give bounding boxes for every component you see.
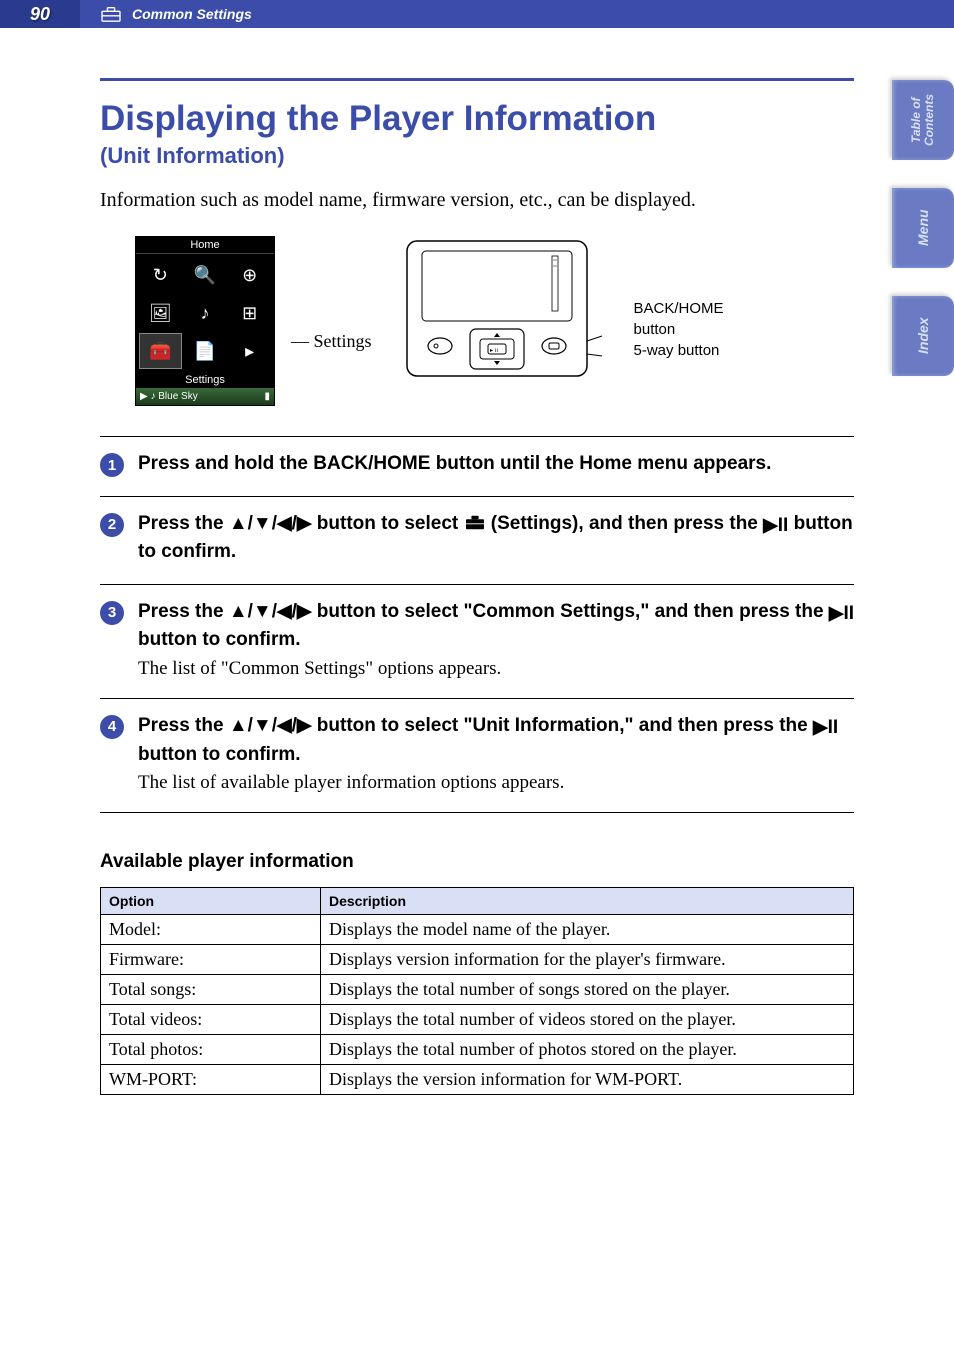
step: 4 Press the ▲/▼/◀/▶ button to select "Uni…	[100, 698, 854, 813]
sc-icon-shuffle: ↻	[139, 257, 182, 293]
table-cell: Total videos:	[101, 1005, 321, 1035]
info-table: OptionDescription Model:Displays the mod…	[100, 887, 854, 1095]
step-title: Press and hold the BACK/HOME button unti…	[138, 451, 854, 478]
tab-toc[interactable]: Table of Contents	[892, 80, 954, 160]
back-home-label: BACK/HOMEbutton	[634, 298, 724, 340]
table-col-header: Description	[321, 888, 854, 915]
step-title: Press the ▲/▼/◀/▶ button to select "Unit…	[138, 713, 854, 768]
five-way-label: 5-way button	[634, 340, 724, 361]
step-number: 2	[100, 513, 124, 537]
intro-text: Information such as model name, firmware…	[100, 189, 854, 212]
table-cell: WM-PORT:	[101, 1065, 321, 1095]
player-screenshot: Home ↻ 🔍 ⊕ 🖼 ♪ ⊞ 🧰 📄 ▸ Settings ▶ ♪ Blue…	[135, 236, 275, 406]
table-row: Model:Displays the model name of the pla…	[101, 915, 854, 945]
step-number: 4	[100, 715, 124, 739]
step-body: Press the ▲/▼/◀/▶ button to select "Comm…	[138, 599, 854, 680]
sc-battery-icon: ▮	[264, 391, 270, 402]
step-body: Press the ▲/▼/◀/▶ button to select (Sett…	[138, 511, 854, 566]
settings-pointer-text: Settings	[314, 331, 372, 351]
sc-icon-video: ⊞	[228, 295, 271, 331]
table-cell: Displays the version information for WM-…	[321, 1065, 854, 1095]
table-cell: Displays the total number of videos stor…	[321, 1005, 854, 1035]
table-row: Firmware:Displays version information fo…	[101, 945, 854, 975]
page-subtitle: (Unit Information)	[100, 143, 854, 169]
table-cell: Model:	[101, 915, 321, 945]
table-row: WM-PORT:Displays the version information…	[101, 1065, 854, 1095]
table-col-header: Option	[101, 888, 321, 915]
sc-settings-label: Settings	[136, 372, 274, 388]
sc-icon-photo: 🖼	[139, 295, 182, 331]
sc-icon-search: 🔍	[184, 257, 227, 293]
page-title: Displaying the Player Information	[100, 99, 854, 139]
svg-text:▸ ıı: ▸ ıı	[490, 348, 498, 354]
table-cell: Displays the total number of photos stor…	[321, 1035, 854, 1065]
sc-icon-list: 📄	[184, 333, 227, 369]
sc-icon-music: ♪	[184, 295, 227, 331]
step: 2 Press the ▲/▼/◀/▶ button to select (Set…	[100, 496, 854, 584]
step-number: 3	[100, 601, 124, 625]
step: 3 Press the ▲/▼/◀/▶ button to select "Com…	[100, 584, 854, 698]
step-number: 1	[100, 453, 124, 477]
sc-icon-clock: ⊕	[228, 257, 271, 293]
table-row: Total videos:Displays the total number o…	[101, 1005, 854, 1035]
device-illustration: ▸ ıı	[392, 236, 622, 381]
device-labels: BACK/HOMEbutton 5-way button	[634, 298, 724, 361]
sc-now-playing: ▶ ♪ Blue Sky ▮	[136, 388, 274, 405]
table-cell: Displays the model name of the player.	[321, 915, 854, 945]
sc-icon-nowplaying: ▸	[228, 333, 271, 369]
table-cell: Displays the total number of songs store…	[321, 975, 854, 1005]
tab-menu[interactable]: Menu	[892, 188, 954, 268]
table-cell: Displays version information for the pla…	[321, 945, 854, 975]
sc-grid: ↻ 🔍 ⊕ 🖼 ♪ ⊞ 🧰 📄 ▸	[136, 254, 274, 372]
table-header-row: OptionDescription	[101, 888, 854, 915]
step-desc: The list of available player information…	[138, 772, 854, 794]
diagram-row: Home ↻ 🔍 ⊕ 🖼 ♪ ⊞ 🧰 📄 ▸ Settings ▶ ♪ Blue…	[100, 236, 854, 406]
table-row: Total songs:Displays the total number of…	[101, 975, 854, 1005]
page-header: 90 Common Settings	[0, 0, 954, 28]
table-cell: Firmware:	[101, 945, 321, 975]
table-body: Model:Displays the model name of the pla…	[101, 915, 854, 1095]
table-cell: Total songs:	[101, 975, 321, 1005]
sc-icon-settings: 🧰	[139, 333, 182, 369]
page-number: 90	[0, 0, 80, 28]
page-content: Displaying the Player Information (Unit …	[0, 28, 954, 1135]
toolbox-icon	[100, 5, 122, 23]
settings-pointer: — Settings	[291, 331, 372, 352]
side-tabs: Table of Contents Menu Index	[892, 80, 954, 404]
step-desc: The list of "Common Settings" options ap…	[138, 658, 854, 680]
step: 1 Press and hold the BACK/HOME button unt…	[100, 436, 854, 496]
title-rule	[100, 78, 854, 81]
step-body: Press and hold the BACK/HOME button unti…	[138, 451, 854, 478]
step-title: Press the ▲/▼/◀/▶ button to select (Sett…	[138, 511, 854, 566]
table-row: Total photos:Displays the total number o…	[101, 1035, 854, 1065]
table-cell: Total photos:	[101, 1035, 321, 1065]
step-body: Press the ▲/▼/◀/▶ button to select "Unit…	[138, 713, 854, 794]
tab-index[interactable]: Index	[892, 296, 954, 376]
steps-list: 1 Press and hold the BACK/HOME button unt…	[100, 436, 854, 813]
section-name: Common Settings	[132, 6, 252, 22]
step-title: Press the ▲/▼/◀/▶ button to select "Comm…	[138, 599, 854, 654]
sc-now-track: Blue Sky	[158, 391, 197, 402]
table-heading: Available player information	[100, 851, 854, 873]
sc-home-label: Home	[136, 237, 274, 254]
